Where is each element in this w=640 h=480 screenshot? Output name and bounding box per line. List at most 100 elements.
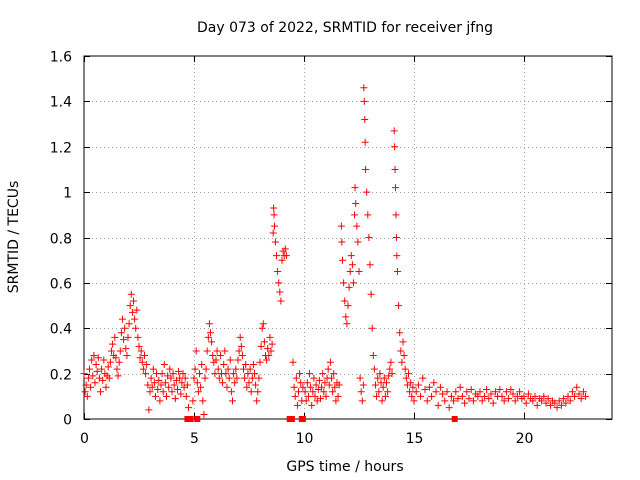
data-point [156, 397, 164, 405]
data-point [168, 388, 176, 396]
data-point [90, 351, 98, 359]
data-point [297, 379, 305, 387]
y-tick-label: 0.6 [50, 277, 72, 293]
data-point [233, 374, 241, 382]
data-point [476, 388, 484, 396]
data-point [271, 238, 279, 246]
data-point [496, 386, 504, 394]
data-point [91, 379, 99, 387]
data-point [425, 383, 433, 391]
data-point [216, 351, 224, 359]
data-point [417, 392, 425, 400]
data-point [253, 397, 261, 405]
data-point [163, 392, 170, 400]
data-point [268, 340, 276, 348]
data-point [474, 392, 482, 400]
data-point [94, 354, 102, 362]
data-point [259, 320, 267, 328]
data-point [322, 392, 330, 400]
data-point [307, 383, 315, 391]
data-point [445, 404, 453, 412]
data-point [237, 342, 245, 350]
data-point [169, 370, 177, 378]
data-point [335, 381, 343, 389]
data-point [332, 397, 340, 405]
data-point [271, 222, 279, 230]
data-point [384, 388, 392, 396]
data-point [483, 386, 491, 394]
data-point [362, 165, 370, 173]
data-point [456, 383, 464, 391]
data-point [208, 338, 216, 346]
data-point [99, 376, 107, 384]
data-point [199, 397, 207, 405]
data-point [542, 399, 550, 407]
data-point [330, 370, 338, 378]
data-point [179, 370, 187, 378]
x-tick-label: 10 [296, 431, 314, 447]
y-tick-label: 0.4 [50, 322, 72, 338]
data-point [579, 388, 587, 396]
data-point [105, 374, 113, 382]
data-point [93, 367, 101, 375]
data-point [175, 367, 183, 375]
data-point [465, 395, 473, 403]
x-tick-label: 15 [406, 431, 424, 447]
data-point [167, 374, 175, 382]
data-point [190, 374, 198, 382]
data-point [232, 365, 240, 373]
data-point [348, 261, 356, 269]
data-point [86, 365, 93, 373]
data-point [392, 184, 400, 192]
data-point [319, 370, 327, 378]
data-point [320, 388, 328, 396]
data-point [391, 165, 399, 173]
data-point [454, 395, 462, 403]
data-point [439, 390, 447, 398]
data-point [242, 361, 250, 369]
x-tick-label: 20 [516, 431, 534, 447]
data-point [191, 365, 199, 373]
data-point [365, 234, 373, 241]
data-point [205, 320, 213, 328]
data-point [235, 347, 243, 355]
data-point [292, 374, 300, 382]
data-point [185, 404, 192, 412]
data-point [487, 390, 495, 398]
data-point [571, 392, 579, 400]
data-point [214, 365, 222, 373]
zero-flag-marker [184, 416, 191, 422]
data-point [148, 383, 156, 391]
data-point [182, 392, 190, 400]
data-point [80, 370, 88, 378]
data-point [111, 333, 119, 341]
data-point [114, 372, 122, 380]
data-point [360, 97, 368, 105]
data-point [467, 386, 475, 394]
data-point [400, 351, 408, 359]
data-point [165, 383, 173, 391]
data-point [254, 388, 262, 396]
data-point [121, 324, 129, 332]
data-point [166, 365, 174, 373]
data-point [352, 199, 360, 207]
data-point [386, 365, 394, 373]
data-point [396, 329, 404, 337]
data-point [106, 358, 114, 366]
data-point [392, 234, 400, 241]
data-point [450, 397, 458, 405]
data-point [544, 395, 552, 403]
data-point [406, 388, 414, 396]
data-point [200, 410, 208, 418]
data-point [531, 392, 539, 400]
data-point [364, 211, 372, 219]
data-point [147, 374, 155, 382]
data-point [240, 365, 247, 373]
data-point [230, 370, 238, 378]
data-point [355, 268, 363, 276]
data-point [145, 406, 153, 414]
data-point [251, 370, 258, 378]
data-point [303, 379, 311, 387]
data-point [306, 370, 313, 378]
